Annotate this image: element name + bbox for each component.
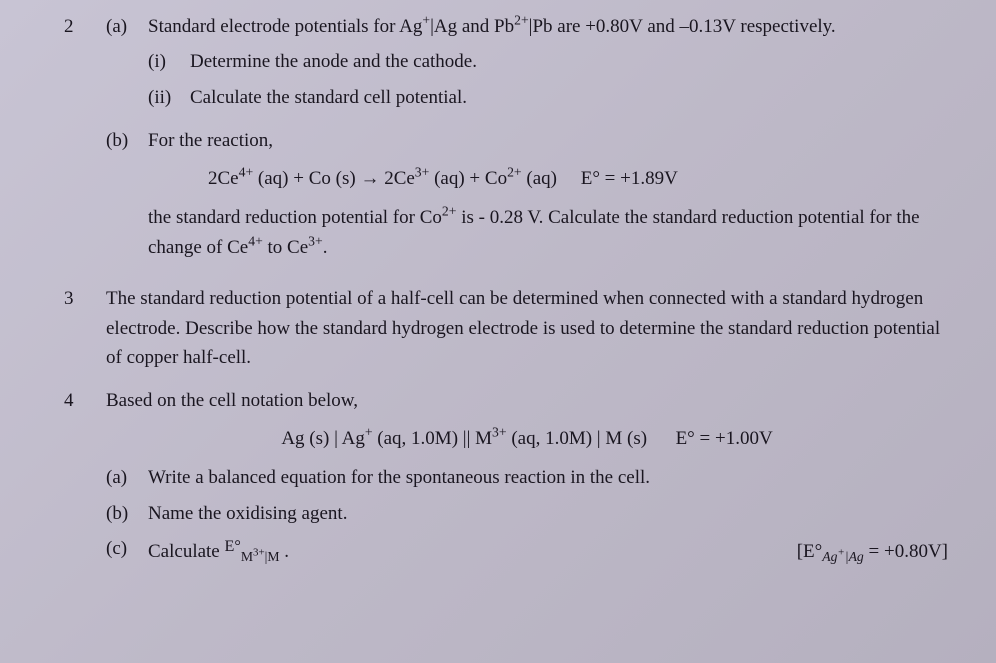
sup: 4+ [248,233,263,248]
question-number: 2 [64,12,106,270]
subpart-i: (i) Determine the anode and the cathode. [148,47,948,76]
e-symbol: E° [225,538,241,555]
part-label: (b) [106,499,148,528]
part-text: Standard electrode potentials for Ag+|Ag… [148,12,948,118]
text: = +0.80V] [864,541,948,562]
part-label: (a) [106,463,148,492]
text: Calculate [148,541,225,562]
text: [E° [797,541,823,562]
sub-text: Ag [822,549,837,564]
eq-text: 2Ce [208,168,239,189]
part-c: (c) Calculate E°M3+|M . [E°Ag+|Ag = +0.8… [106,534,948,567]
sub-text: Calculate the standard cell potential. [190,83,948,112]
sub-text: |M [265,549,280,564]
calc-expr: Calculate E°M3+|M . [148,534,289,567]
intro: For the reaction, [148,130,273,151]
question-body: The standard reduction potential of a ha… [106,284,948,372]
part-b: (b) For the reaction, 2Ce4+ (aq) + Co (s… [106,126,948,262]
sub-text: M [241,549,253,564]
part-label: (b) [106,126,148,262]
text: to Ce [263,237,308,258]
eq-text: (aq) + Co [429,168,507,189]
equation: 2Ce4+ (aq) + Co (s) → 2Ce3+ (aq) + Co2+ … [148,164,948,193]
arrow-icon: → [360,168,379,189]
eq-text: Ag (s) | Ag [281,428,365,449]
text: |Ag and Pb [430,16,514,37]
eq-text: (aq, 1.0M) || M [373,428,492,449]
e-value: E° = +1.00V [676,428,773,449]
sup: + [837,547,844,559]
sup: 2+ [442,204,457,219]
question-2: 2 (a) Standard electrode potentials for … [64,12,948,270]
part-a: (a) Standard electrode potentials for Ag… [106,12,948,118]
e-value: E° = +1.89V [581,168,678,189]
text: . [323,237,328,258]
question-number: 4 [64,386,106,573]
gap [647,428,676,449]
sup: + [422,13,430,28]
sub-label: (i) [148,47,190,76]
question-4: 4 Based on the cell notation below, Ag (… [64,386,948,573]
text: the standard reduction potential for Co [148,207,442,228]
eq-text: (aq) + Co (s) [253,168,360,189]
part-text: Calculate E°M3+|M . [E°Ag+|Ag = +0.80V] [148,534,948,567]
subscript: Ag+|Ag [822,549,864,564]
sup: 3+ [308,233,323,248]
sup: 4+ [239,164,254,179]
part-text: Write a balanced equation for the sponta… [148,463,948,492]
given-note: [E°Ag+|Ag = +0.80V] [797,537,948,567]
sup: 3+ [253,547,265,559]
question-3: 3 The standard reduction potential of a … [64,284,948,372]
sup: 3+ [415,164,430,179]
part-text: Name the oxidising agent. [148,499,948,528]
eq-text: (aq, 1.0M) | M (s) [507,428,647,449]
eq-text: 2Ce [379,168,414,189]
question-number: 3 [64,284,106,372]
part-label: (c) [106,534,148,567]
part-text: For the reaction, 2Ce4+ (aq) + Co (s) → … [148,126,948,262]
text: Standard electrode potentials for Ag [148,16,422,37]
sup: 2+ [507,164,522,179]
question-body: Based on the cell notation below, Ag (s)… [106,386,948,573]
text: |Pb are +0.80V and –0.13V respectively. [529,16,836,37]
part-b: (b) Name the oxidising agent. [106,499,948,528]
cell-notation: Ag (s) | Ag+ (aq, 1.0M) || M3+ (aq, 1.0M… [106,424,948,453]
sup: 3+ [492,424,507,439]
sub-text: |Ag [845,549,864,564]
subscript: M3+|M [241,549,280,564]
intro: Based on the cell notation below, [106,390,358,411]
part-a: (a) Write a balanced equation for the sp… [106,463,948,492]
sub-label: (ii) [148,83,190,112]
gap [557,168,581,189]
subpart-ii: (ii) Calculate the standard cell potenti… [148,83,948,112]
sup: 2+ [514,13,529,28]
eq-text: (aq) [522,168,557,189]
sup: + [365,424,373,439]
question-body: (a) Standard electrode potentials for Ag… [106,12,948,270]
part-label: (a) [106,12,148,118]
text: . [280,541,290,562]
sub-text: Determine the anode and the cathode. [190,47,948,76]
